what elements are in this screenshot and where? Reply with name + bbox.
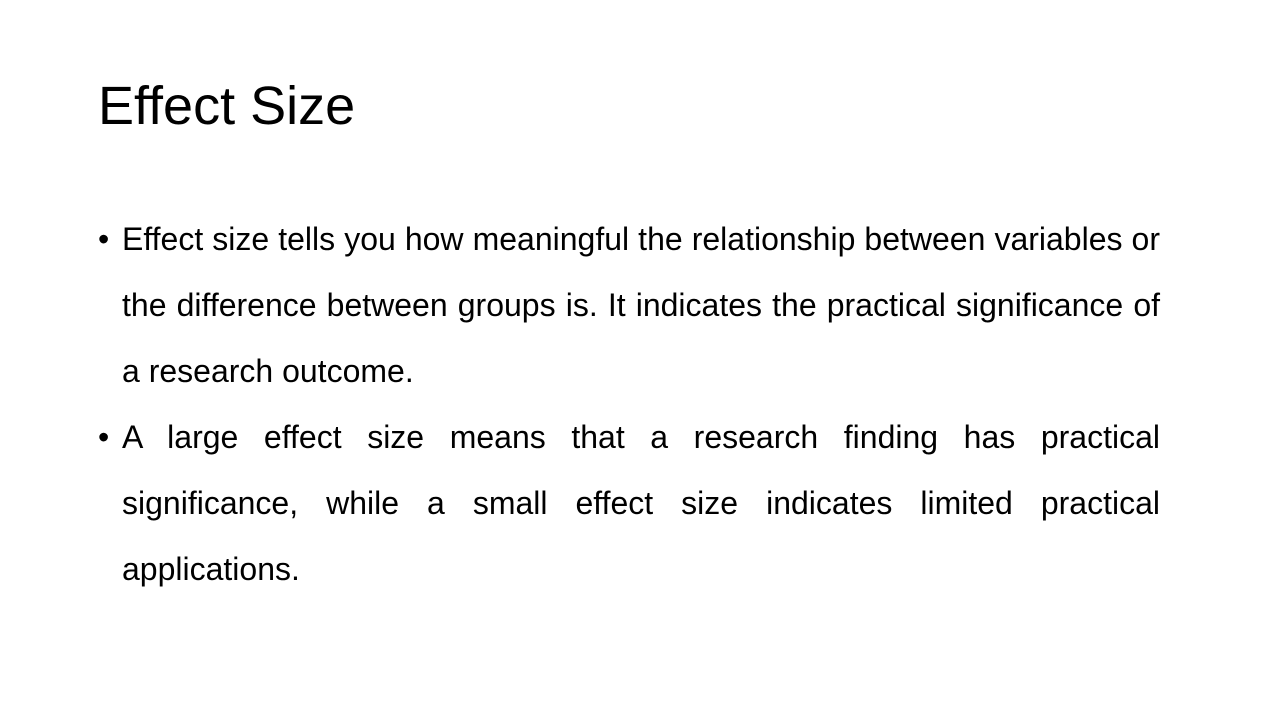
slide-title: Effect Size [98,76,356,136]
bullet-item: • Effect size tells you how meaningful t… [98,206,1160,404]
bullet-icon: • [98,419,110,455]
bullet-text: Effect size tells you how meaningful the… [122,221,1160,389]
bullet-item: • A large effect size means that a resea… [98,404,1160,602]
bullet-list: • Effect size tells you how meaningful t… [98,206,1160,602]
bullet-text: A large effect size means that a researc… [122,419,1160,587]
bullet-icon: • [98,221,110,257]
